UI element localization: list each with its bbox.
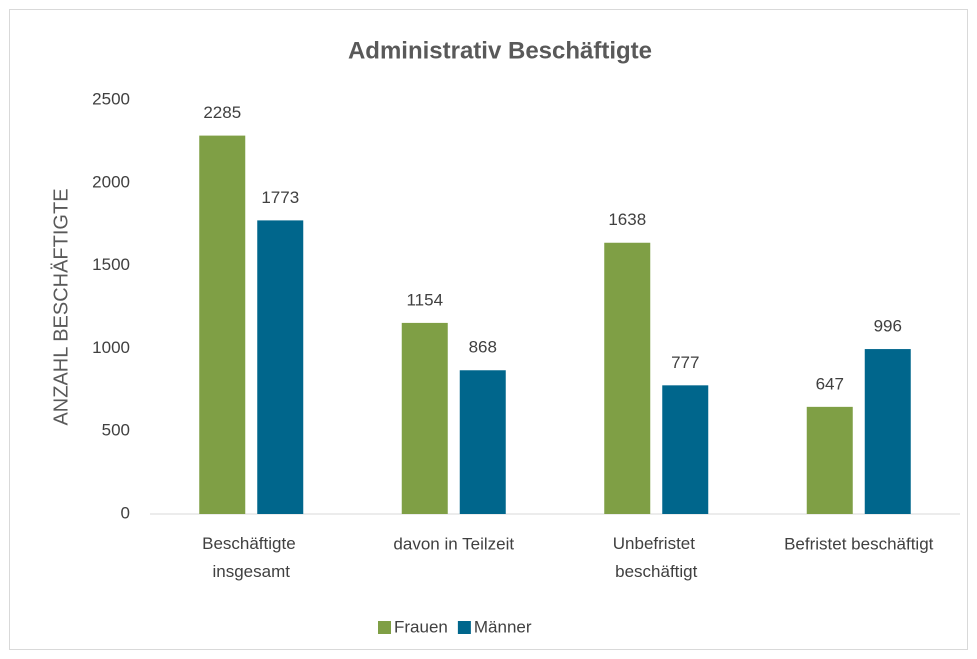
y-tick-label: 500 [102,421,130,440]
data-label: 868 [469,338,497,357]
legend-swatch [457,621,471,634]
legend-swatch [378,621,391,634]
bar [806,406,853,514]
x-tick-label: davon in Teilzeit [393,534,514,553]
bar [662,385,709,514]
x-tick-label: Unbefristet beschäftigt [613,534,700,581]
data-label: 1773 [261,188,299,207]
y-tick-label: 2500 [92,89,130,108]
bar [401,322,448,514]
data-label: 996 [874,317,902,336]
data-label: 1154 [406,290,443,309]
y-axis-label: ANZAHL BESCHÄFTIGTE [50,188,72,425]
data-label: 777 [671,353,699,372]
y-tick-label: 2000 [92,172,130,191]
data-label: 2285 [203,103,241,122]
bar [864,349,911,514]
chart-title: Administrativ Beschäftigte [348,37,652,64]
chart-frame [9,9,968,650]
legend-label: Frauen [394,617,448,636]
legend-label: Männer [474,617,532,636]
bar [257,220,304,514]
bar [459,370,506,514]
data-label: 647 [816,374,844,393]
x-tick-label: Befristet beschäftigt [784,534,934,553]
y-tick-label: 0 [121,503,130,522]
bar [199,135,246,514]
data-label: 1638 [608,210,646,229]
y-tick-label: 1000 [92,338,130,357]
x-tick-label: Beschäftigte insgesamt [202,534,300,581]
y-tick-label: 1500 [92,255,130,274]
bar [604,242,651,514]
